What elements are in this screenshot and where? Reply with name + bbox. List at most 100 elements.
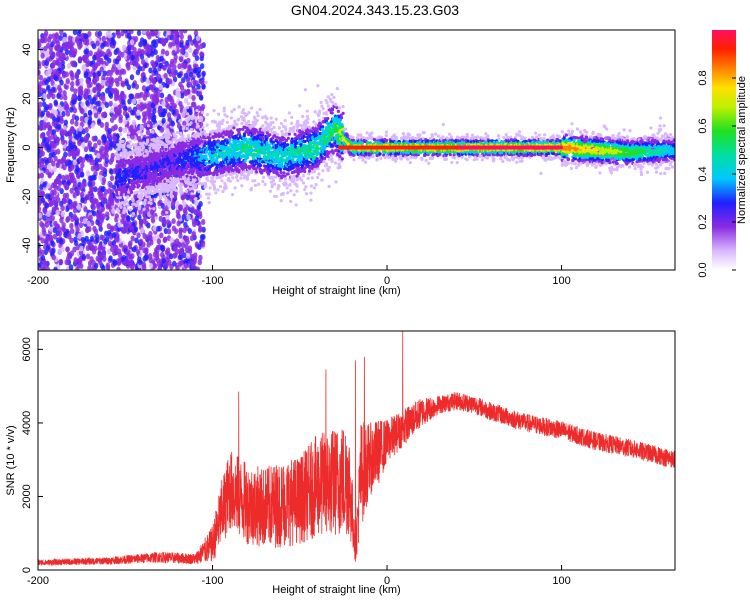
ridge-dot xyxy=(138,130,142,134)
noise-dot xyxy=(126,54,131,61)
noise-dot xyxy=(171,218,176,225)
noise-dot xyxy=(137,214,142,221)
noise-dot xyxy=(186,214,191,221)
ridge-dot xyxy=(236,179,240,183)
ridge-dot xyxy=(142,207,146,211)
noise-dot xyxy=(166,112,172,119)
noise-dot xyxy=(125,250,130,257)
noise-dot xyxy=(132,246,137,253)
noise-dot xyxy=(80,197,85,204)
noise-dot xyxy=(139,227,145,234)
noise-dot xyxy=(187,34,192,41)
noise-dot xyxy=(102,193,107,200)
ridge-dot xyxy=(129,155,133,159)
noise-dot xyxy=(109,175,115,182)
noise-dot xyxy=(48,157,54,164)
noise-dot xyxy=(93,245,98,252)
noise-dot xyxy=(45,168,50,175)
ridge-dot xyxy=(131,211,136,216)
noise-dot xyxy=(91,135,96,142)
noise-dot xyxy=(58,258,64,265)
ridge-dot xyxy=(195,132,199,136)
ridge-dot xyxy=(199,194,203,198)
ridge-dot xyxy=(232,107,236,112)
noise-dot xyxy=(126,64,131,71)
ridge-dot xyxy=(206,196,210,200)
noise-dot xyxy=(160,37,165,44)
noise-dot xyxy=(110,152,115,159)
noise-dot xyxy=(178,100,183,107)
ridge-dot xyxy=(130,151,134,155)
ridge-dot xyxy=(179,131,183,135)
noise-dot xyxy=(116,266,121,270)
noise-dot xyxy=(92,225,97,232)
noise-dot xyxy=(157,266,162,270)
noise-dot xyxy=(146,222,151,229)
noise-dot xyxy=(137,258,143,265)
noise-dot xyxy=(128,224,134,231)
ridge-dot xyxy=(215,166,219,170)
noise-dot xyxy=(148,262,154,269)
ridge-dot xyxy=(207,201,211,205)
noise-dot xyxy=(54,32,59,39)
noise-dot xyxy=(184,235,190,242)
ridge-dot xyxy=(191,183,195,188)
noise-dot xyxy=(199,94,204,101)
noise-dot xyxy=(73,88,78,95)
noise-dot xyxy=(185,39,190,46)
noise-dot xyxy=(181,213,187,220)
noise-dot xyxy=(93,164,99,171)
ridge-dot xyxy=(138,188,142,192)
noise-dot xyxy=(47,163,52,170)
noise-dot xyxy=(62,192,68,199)
noise-dot xyxy=(187,81,193,88)
noise-dot xyxy=(160,48,166,55)
noise-dot xyxy=(98,243,103,250)
ridge-dot xyxy=(251,156,256,160)
noise-dot xyxy=(104,153,109,160)
noise-dot xyxy=(93,262,99,269)
noise-dot xyxy=(115,80,120,87)
noise-dot xyxy=(80,236,86,243)
noise-dot xyxy=(192,101,197,108)
noise-dot xyxy=(61,111,66,118)
noise-dot xyxy=(159,126,165,133)
noise-dot xyxy=(120,81,126,88)
noise-dot xyxy=(80,101,85,108)
ridge-dot xyxy=(204,150,209,154)
noise-dot xyxy=(67,233,72,240)
noise-dot xyxy=(42,214,47,221)
noise-dot xyxy=(173,228,179,235)
ridge-dot xyxy=(268,133,272,137)
noise-dot xyxy=(122,93,127,100)
noise-dot xyxy=(192,67,198,74)
ridge-dot xyxy=(152,207,156,211)
noise-dot xyxy=(187,227,193,234)
noise-dot xyxy=(148,75,154,82)
noise-dot xyxy=(72,107,78,114)
noise-dot xyxy=(117,75,123,82)
noise-dot xyxy=(39,160,45,167)
noise-dot xyxy=(117,221,122,228)
ridge-dot xyxy=(122,164,127,168)
noise-dot xyxy=(123,30,128,34)
noise-dot xyxy=(166,78,171,85)
noise-dot xyxy=(80,108,85,115)
noise-dot xyxy=(105,211,110,218)
noise-dot xyxy=(117,50,122,57)
ridge-dot xyxy=(166,131,171,135)
noise-dot xyxy=(187,245,193,252)
ridge-dot xyxy=(144,175,148,179)
noise-dot xyxy=(40,254,46,261)
noise-dot xyxy=(101,35,106,42)
ridge-dot xyxy=(116,153,120,158)
ridge-dot xyxy=(261,179,265,184)
noise-dot xyxy=(105,262,111,269)
ridge-dot xyxy=(215,139,220,144)
ridge-dot xyxy=(122,203,126,207)
spectrogram-plot-area xyxy=(38,30,675,270)
noise-dot xyxy=(83,72,88,79)
ridge-dot xyxy=(211,157,215,161)
noise-dot xyxy=(145,129,151,136)
noise-dot xyxy=(182,193,187,200)
